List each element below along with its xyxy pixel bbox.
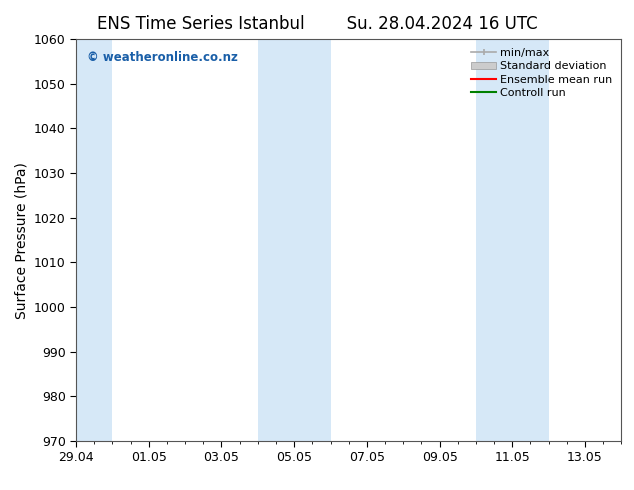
Bar (76, 39, 112, 441)
Bar (258, 39, 330, 441)
Legend: min/max, Standard deviation, Ensemble mean run, Controll run: min/max, Standard deviation, Ensemble me… (467, 44, 617, 102)
Text: © weatheronline.co.nz: © weatheronline.co.nz (87, 51, 238, 64)
Y-axis label: Surface Pressure (hPa): Surface Pressure (hPa) (14, 162, 29, 318)
Bar (476, 39, 548, 441)
Text: ENS Time Series Istanbul        Su. 28.04.2024 16 UTC: ENS Time Series Istanbul Su. 28.04.2024 … (97, 15, 537, 33)
